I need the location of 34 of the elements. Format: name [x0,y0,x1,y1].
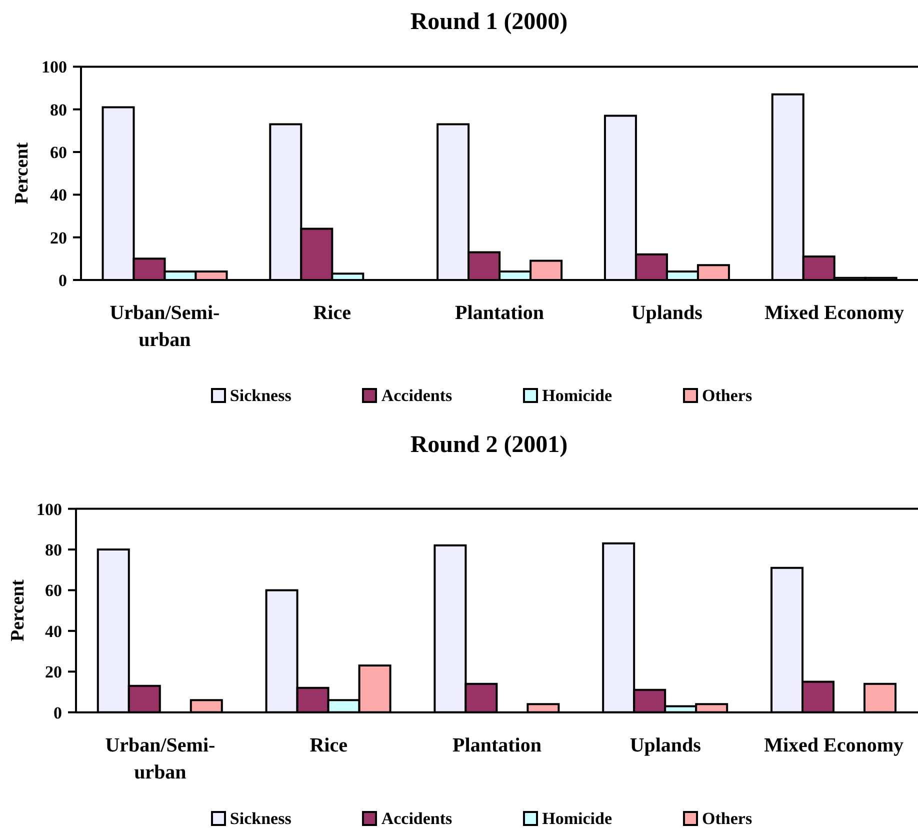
y-tick-label: 0 [58,271,67,290]
legend-label: Accidents [381,386,452,406]
chart-title: Round 1 (2000) [409,8,569,37]
y-tick-label: 100 [36,500,62,519]
x-tick-label: Urban/Semi-urban [105,734,216,784]
y-tick-label: 60 [45,581,62,600]
chart-title: Round 2 (2001) [409,431,569,460]
y-tick-label: 20 [45,662,62,682]
x-tick-label: Uplands [630,734,702,756]
y-tick-label: 100 [42,58,67,77]
legend-label: Sickness [230,386,292,406]
x-tick-label: Mixed Economy [764,302,904,324]
legend-label: Sickness [230,808,292,829]
x-tick-label: Rice [310,734,348,756]
legend-label: Others [702,386,752,406]
y-axis-title: Percent [12,142,32,204]
y-tick-label: 20 [50,228,67,248]
legend-label: Accidents [381,808,452,829]
x-tick-label: Plantation [452,734,542,756]
x-tick-label: Urban/Semi-urban [110,302,220,351]
legend-label: Homicide [542,808,612,829]
y-tick-label: 40 [50,186,67,205]
x-tick-label: Plantation [455,302,544,324]
x-tick-label: Mixed Economy [764,734,904,756]
y-tick-label: 0 [54,703,62,722]
y-tick-label: 40 [45,622,62,641]
legend-label: Others [702,808,752,829]
y-tick-label: 60 [50,143,67,162]
legend-label: Homicide [542,386,612,406]
x-tick-label: Uplands [631,302,703,324]
x-tick-label: Rice [313,302,352,324]
y-axis-title: Percent [8,578,28,642]
y-tick-label: 80 [45,540,62,560]
y-tick-label: 80 [50,100,67,120]
